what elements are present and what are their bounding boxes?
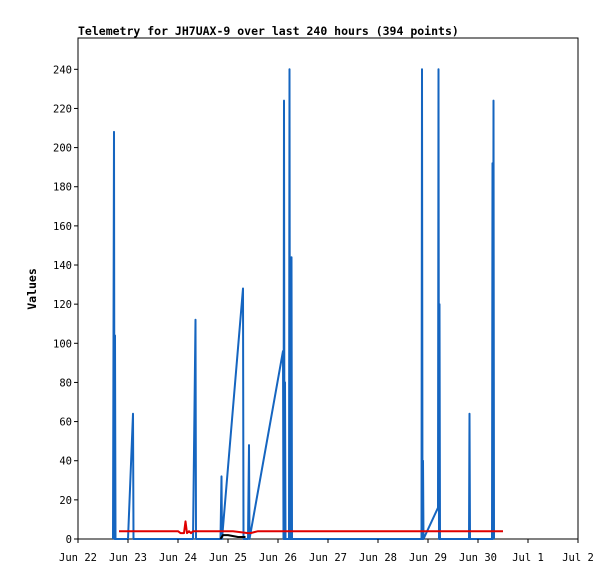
series-line-3 xyxy=(219,534,246,540)
y-tick-label: 100 xyxy=(53,338,72,350)
y-tick-label: 140 xyxy=(53,260,72,272)
y-tick-label: 220 xyxy=(53,103,72,115)
y-tick-label: 80 xyxy=(59,377,72,389)
x-tick-label: Jul 2 xyxy=(562,552,594,564)
y-tick-label: 180 xyxy=(53,182,72,194)
y-tick-label: 160 xyxy=(53,221,72,233)
x-tick-label: Jul 1 xyxy=(512,552,544,564)
y-tick-label: 60 xyxy=(59,417,72,429)
y-tick-label: 240 xyxy=(53,64,72,76)
x-tick-label: Jun 23 xyxy=(109,552,147,564)
x-tick-label: Jun 22 xyxy=(59,552,97,564)
x-tick-label: Jun 30 xyxy=(459,552,497,564)
plot-frame xyxy=(77,37,579,540)
chart-title: Telemetry for JH7UAX-9 over last 240 hou… xyxy=(78,24,459,38)
y-axis-label: Values xyxy=(25,268,39,310)
y-tick-label: 0 xyxy=(66,534,72,546)
series-line-2 xyxy=(119,520,503,535)
x-tick-label: Jun 24 xyxy=(159,552,197,564)
x-tick-label: Jun 25 xyxy=(209,552,247,564)
x-tick-label: Jun 26 xyxy=(259,552,297,564)
x-tick-label: Jun 29 xyxy=(409,552,447,564)
y-axis-ticks: 0 20 40 60 80 100 120 140 160 180 200 220 240 xyxy=(53,64,78,546)
x-tick-label: Jun 27 xyxy=(309,552,347,564)
y-tick-label: 40 xyxy=(59,456,72,468)
x-axis-ticks: Jun 22 Jun 23 Jun 24 Jun 25 Jun 26 Jun 27 Jun … xyxy=(59,539,594,564)
series-line-1 xyxy=(112,68,495,540)
y-tick-label: 120 xyxy=(53,299,72,311)
series-lines xyxy=(112,68,503,540)
y-tick-label: 20 xyxy=(59,495,72,507)
x-tick-label: Jun 28 xyxy=(359,552,397,564)
y-tick-label: 200 xyxy=(53,143,72,155)
